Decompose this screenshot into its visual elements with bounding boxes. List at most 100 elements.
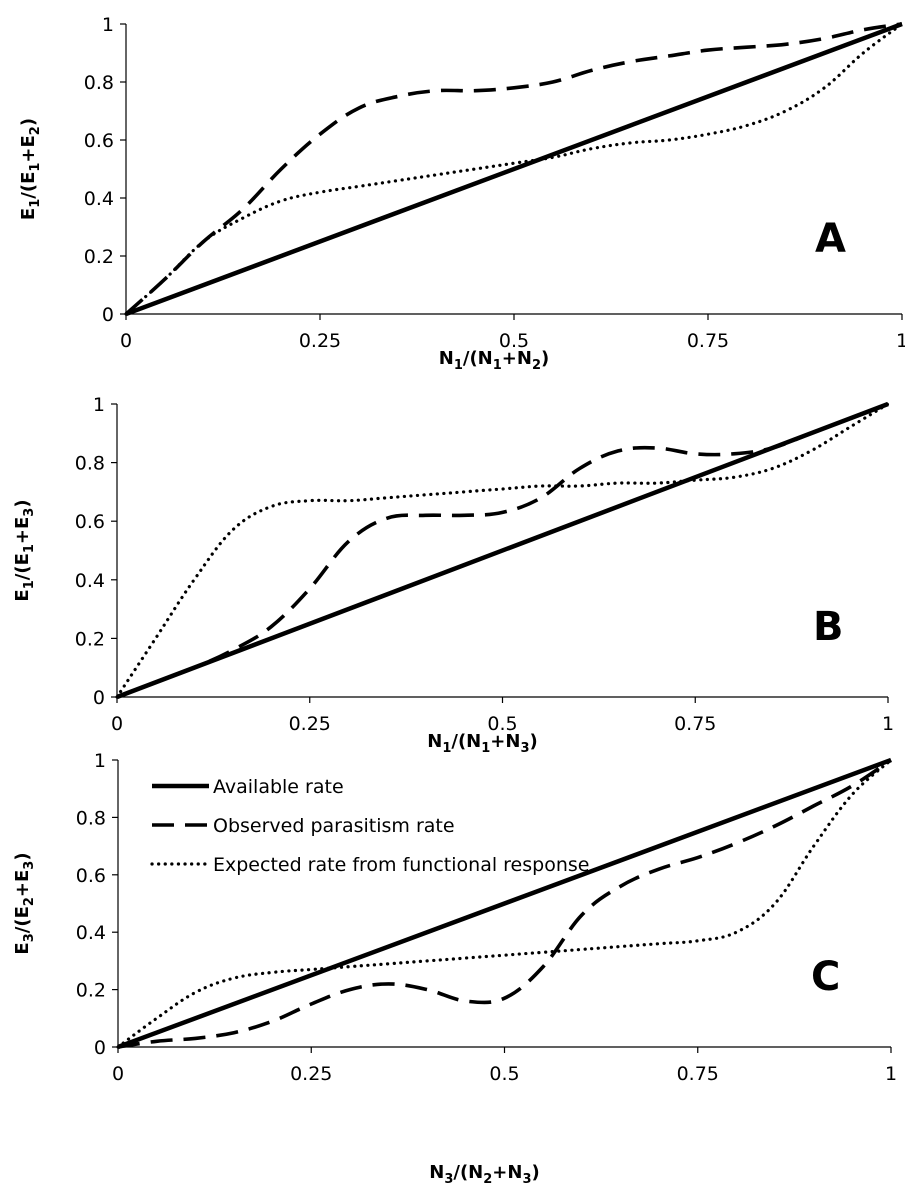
x-tick-label: 0.75: [674, 713, 716, 735]
y-tick-label: 1: [94, 750, 106, 772]
x-tick-label: 0: [120, 330, 132, 352]
x-axis-label: N1/(N1+N2): [439, 348, 549, 373]
x-axis-label: N3/(N2+N3): [429, 1162, 539, 1184]
x-tick-label: 0.25: [290, 1063, 332, 1085]
y-tick-label: 0.6: [76, 865, 106, 887]
y-axis-label-mid: /(E: [12, 906, 33, 933]
y-axis-label: E1/(E1+E3): [12, 499, 37, 601]
y-tick-label: 1: [93, 394, 105, 416]
y-axis-label-main: E: [12, 589, 33, 601]
legend-item-solid: Available rate: [152, 776, 344, 798]
x-axis-label-plus: +N: [492, 1162, 522, 1183]
y-axis-label-sub2: 2: [22, 897, 37, 906]
y-tick-label: 0.2: [84, 246, 114, 268]
series-line-dashed: [124, 22, 903, 316]
y-tick-label: 0.2: [75, 628, 105, 650]
x-axis-label-mid: /(N: [451, 731, 481, 752]
legend: Available rate Observed parasitism rate Ex…: [150, 776, 589, 876]
x-axis-label-main: N: [427, 731, 442, 752]
legend-label: Expected rate from functional response: [213, 854, 589, 876]
x-axis-label-end: ): [530, 731, 538, 752]
series-line-dashed: [117, 758, 892, 1049]
x-tick-label: 0.75: [687, 330, 729, 352]
y-tick-label: 0: [93, 687, 105, 709]
legend-label: Available rate: [213, 776, 344, 798]
y-tick-label: 0.8: [76, 807, 106, 829]
y-axis-label-end: ): [12, 852, 33, 860]
x-tick-label: 0: [111, 713, 123, 735]
x-axis-label-sub3: 3: [522, 1172, 531, 1184]
y-tick-label: 0.8: [75, 453, 105, 475]
x-tick-label: 1: [896, 330, 905, 352]
chart-panel-c: 00.20.40.60.810 0.25 0.5 0.75 1N3/(N2+N3)E3/…: [12, 750, 897, 1184]
x-tick-label: 0.5: [499, 330, 529, 352]
x-axis-label-end: ): [532, 1162, 540, 1183]
chart-panel-b: 00.20.40.60.810 0.25 0.5 0.75 1N1/(N1+N3)E1/…: [12, 394, 894, 756]
x-axis-label-mid: /(N: [463, 348, 493, 369]
y-axis-label-plus: +E: [12, 517, 33, 544]
x-axis-label-sub3: 3: [520, 741, 529, 756]
series-line-dotted: [124, 22, 904, 316]
y-axis-label: E3/(E2+E3): [12, 852, 37, 954]
series-line-dotted: [115, 402, 890, 699]
x-axis-label-sub2: 1: [493, 358, 502, 373]
x-tick-label: 0: [112, 1063, 124, 1085]
y-tick-label: 0.8: [84, 72, 114, 94]
y-tick-label: 0.4: [84, 188, 114, 210]
panel-letter: C: [811, 954, 840, 1000]
y-axis-label-plus: +E: [12, 870, 33, 897]
series-line-dotted: [116, 758, 893, 1049]
y-axis-label-sub1: 3: [22, 933, 37, 942]
y-axis-label-sub3: 3: [22, 861, 37, 870]
y-axis-label-sub1: 1: [22, 580, 37, 589]
series-line-solid: [116, 401, 889, 700]
x-axis-label-sub3: 2: [532, 358, 541, 373]
y-axis-label-mid: /(E: [12, 553, 33, 580]
x-tick-label: 0.75: [677, 1063, 719, 1085]
x-axis-label: N1/(N1+N3): [427, 731, 537, 756]
chart-panels: 00.20.40.60.810 0.25 0.5 0.75 1N1/(N1+N2)E1/…: [12, 14, 905, 1184]
legend-item-dotted: Expected rate from functional response: [150, 854, 589, 876]
x-axis-label-plus: +N: [502, 348, 532, 369]
series-line-dashed: [116, 402, 889, 699]
y-tick-label: 0.4: [76, 922, 106, 944]
panel-letter: A: [815, 216, 846, 262]
x-axis-label-sub1: 1: [442, 741, 451, 756]
y-axis-label-end: ): [12, 499, 33, 507]
y-tick-label: 0.2: [76, 980, 106, 1002]
y-axis-label-main: E: [18, 208, 39, 220]
panel-letter: B: [813, 604, 844, 650]
x-tick-label: 0.5: [489, 1063, 519, 1085]
x-tick-label: 0.25: [289, 713, 331, 735]
y-axis-label-sub2: 1: [28, 163, 43, 172]
chart-panel-a: 00.20.40.60.810 0.25 0.5 0.75 1N1/(N1+N2)E1/…: [18, 14, 905, 373]
series-line-solid: [125, 21, 903, 317]
x-axis-label-mid: /(N: [453, 1162, 483, 1183]
y-tick-label: 0: [102, 304, 114, 326]
y-axis-label-sub3: 3: [22, 508, 37, 517]
y-tick-label: 0.4: [75, 570, 105, 592]
y-axis-label: E1/(E1+E2): [18, 118, 43, 220]
y-axis-label-mid: /(E: [18, 172, 39, 199]
x-axis-label-main: N: [439, 348, 454, 369]
y-tick-label: 0: [94, 1037, 106, 1059]
x-tick-label: 1: [885, 1063, 897, 1085]
y-axis-label-sub1: 1: [28, 199, 43, 208]
y-axis-label-end: ): [18, 118, 39, 126]
x-axis-label-sub2: 1: [481, 741, 490, 756]
y-tick-label: 0.6: [75, 511, 105, 533]
x-tick-label: 0.25: [299, 330, 341, 352]
x-axis-label-sub2: 2: [483, 1172, 492, 1184]
x-axis-label-sub1: 1: [454, 358, 463, 373]
x-axis-label-main: N: [429, 1162, 444, 1183]
series-line-solid: [117, 757, 892, 1050]
y-tick-label: 0.6: [84, 130, 114, 152]
x-axis-label-sub1: 3: [444, 1172, 453, 1184]
y-axis-label-sub2: 1: [22, 544, 37, 553]
legend-item-dashed: Observed parasitism rate: [152, 815, 455, 837]
x-axis-label-plus: +N: [490, 731, 520, 752]
x-tick-label: 0.5: [487, 713, 517, 735]
y-axis-label-main: E: [12, 942, 33, 954]
legend-label: Observed parasitism rate: [213, 815, 455, 837]
